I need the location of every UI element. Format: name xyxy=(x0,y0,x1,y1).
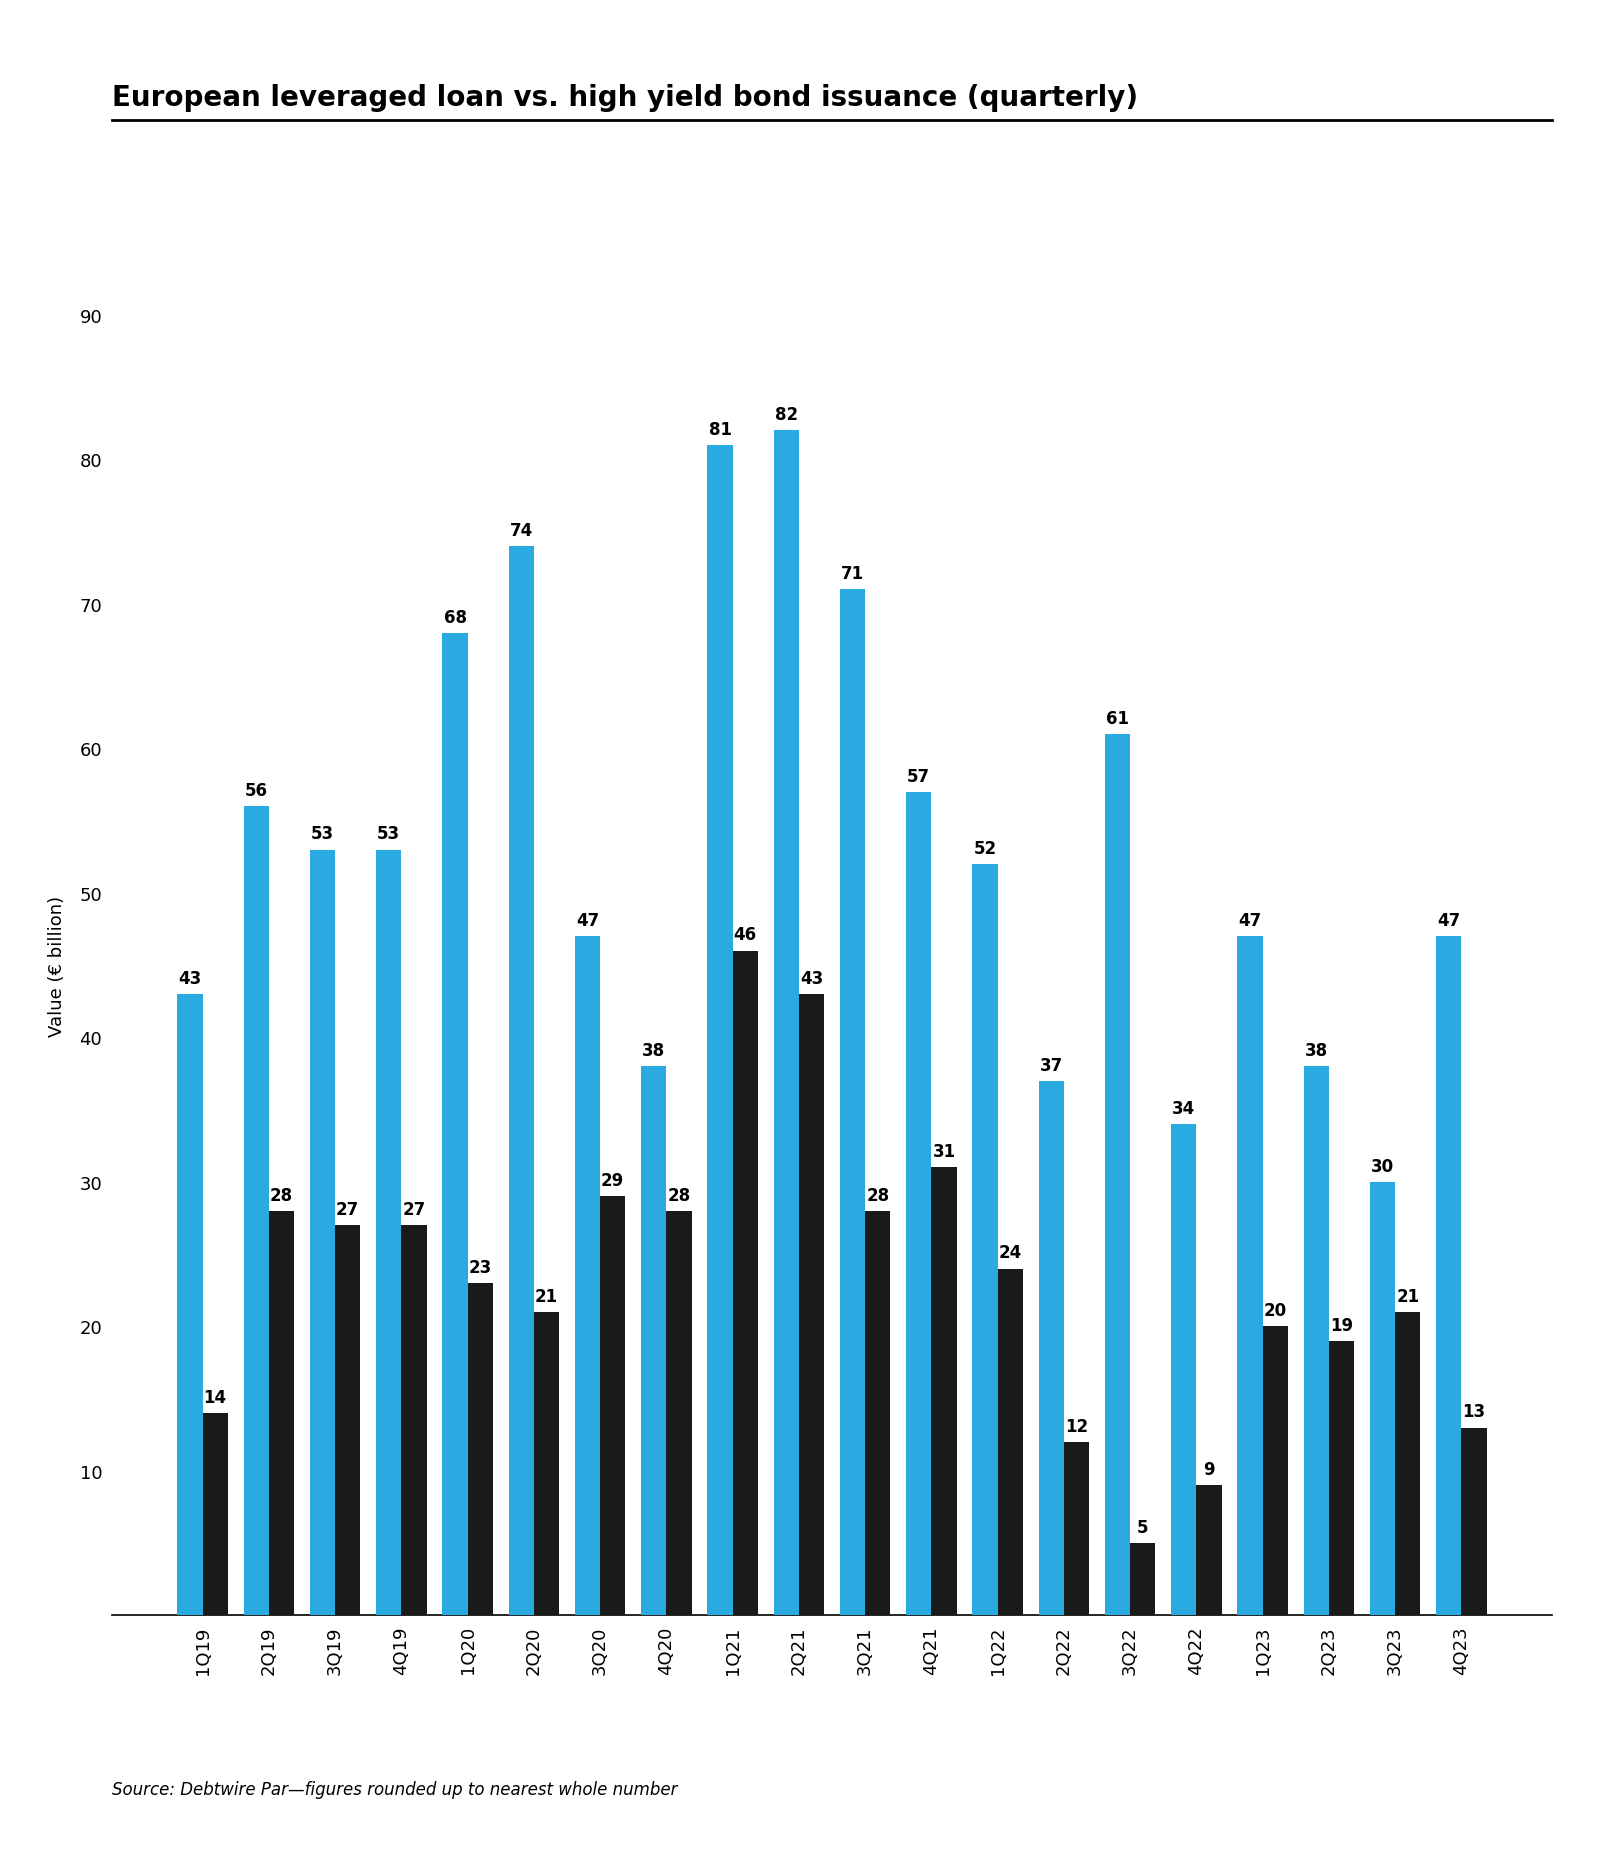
Bar xyxy=(574,936,600,1616)
Text: 57: 57 xyxy=(907,767,930,786)
Text: 37: 37 xyxy=(1040,1057,1062,1073)
Text: 28: 28 xyxy=(667,1187,691,1203)
Text: 23: 23 xyxy=(469,1259,491,1276)
Bar xyxy=(798,995,824,1616)
Bar xyxy=(973,865,998,1616)
Text: 27: 27 xyxy=(402,1200,426,1218)
Bar xyxy=(509,546,534,1616)
Bar xyxy=(1330,1341,1354,1616)
Bar xyxy=(534,1313,558,1616)
Text: 29: 29 xyxy=(602,1172,624,1190)
Text: 43: 43 xyxy=(179,969,202,988)
Bar xyxy=(840,591,866,1616)
Bar xyxy=(1395,1313,1421,1616)
Text: 68: 68 xyxy=(443,609,467,626)
Text: 71: 71 xyxy=(842,565,864,583)
Text: Source: Debtwire Par—figures rounded up to nearest whole number: Source: Debtwire Par—figures rounded up … xyxy=(112,1779,677,1798)
Bar xyxy=(1370,1183,1395,1616)
Text: 38: 38 xyxy=(642,1042,666,1060)
Text: 19: 19 xyxy=(1330,1317,1354,1333)
Text: 24: 24 xyxy=(998,1244,1022,1261)
Text: 52: 52 xyxy=(973,839,997,858)
Bar xyxy=(376,851,402,1616)
Text: 53: 53 xyxy=(310,825,334,843)
Bar xyxy=(1304,1066,1330,1616)
Bar xyxy=(443,633,467,1616)
Text: 81: 81 xyxy=(709,420,731,438)
Bar xyxy=(1106,735,1130,1616)
Bar xyxy=(334,1226,360,1616)
Text: 20: 20 xyxy=(1264,1302,1286,1320)
Text: 5: 5 xyxy=(1138,1519,1149,1536)
Bar xyxy=(774,431,798,1616)
Text: 46: 46 xyxy=(734,927,757,943)
Bar xyxy=(906,793,931,1616)
Bar xyxy=(1171,1125,1197,1616)
Text: 30: 30 xyxy=(1371,1157,1394,1175)
Text: European leveraged loan vs. high yield bond issuance (quarterly): European leveraged loan vs. high yield b… xyxy=(112,84,1138,111)
Text: 28: 28 xyxy=(270,1187,293,1203)
Text: 28: 28 xyxy=(866,1187,890,1203)
Text: 47: 47 xyxy=(1437,912,1461,930)
Bar xyxy=(1262,1326,1288,1616)
Text: 13: 13 xyxy=(1462,1402,1485,1421)
Bar xyxy=(269,1211,294,1616)
Text: 47: 47 xyxy=(1238,912,1262,930)
Bar xyxy=(467,1283,493,1616)
Text: 27: 27 xyxy=(336,1200,360,1218)
Bar xyxy=(666,1211,691,1616)
Text: 9: 9 xyxy=(1203,1460,1214,1478)
Bar xyxy=(243,806,269,1616)
Bar xyxy=(1461,1428,1486,1616)
Bar xyxy=(1437,936,1461,1616)
Text: 21: 21 xyxy=(1397,1287,1419,1305)
Bar xyxy=(310,851,334,1616)
Text: 34: 34 xyxy=(1173,1099,1195,1118)
Text: 43: 43 xyxy=(800,969,822,988)
Bar xyxy=(203,1413,227,1616)
Bar xyxy=(642,1066,666,1616)
Bar xyxy=(1064,1443,1090,1616)
Bar xyxy=(1197,1486,1221,1616)
Bar xyxy=(600,1196,626,1616)
Text: 12: 12 xyxy=(1066,1417,1088,1435)
Text: 38: 38 xyxy=(1304,1042,1328,1060)
Bar xyxy=(931,1168,957,1616)
Bar xyxy=(1237,936,1262,1616)
Text: 74: 74 xyxy=(510,522,533,540)
Bar xyxy=(998,1268,1022,1616)
Text: 14: 14 xyxy=(203,1389,227,1406)
Bar xyxy=(178,995,203,1616)
Bar xyxy=(1038,1081,1064,1616)
Y-axis label: Value (€ billion): Value (€ billion) xyxy=(48,895,66,1036)
Bar xyxy=(707,446,733,1616)
Text: 31: 31 xyxy=(933,1142,955,1161)
Text: 82: 82 xyxy=(774,407,798,423)
Text: 47: 47 xyxy=(576,912,598,930)
Text: 21: 21 xyxy=(534,1287,558,1305)
Bar xyxy=(402,1226,427,1616)
Bar xyxy=(1130,1543,1155,1616)
Text: 56: 56 xyxy=(245,782,267,800)
Text: 61: 61 xyxy=(1106,709,1130,728)
Bar xyxy=(866,1211,890,1616)
Bar xyxy=(733,951,758,1616)
Text: 53: 53 xyxy=(378,825,400,843)
